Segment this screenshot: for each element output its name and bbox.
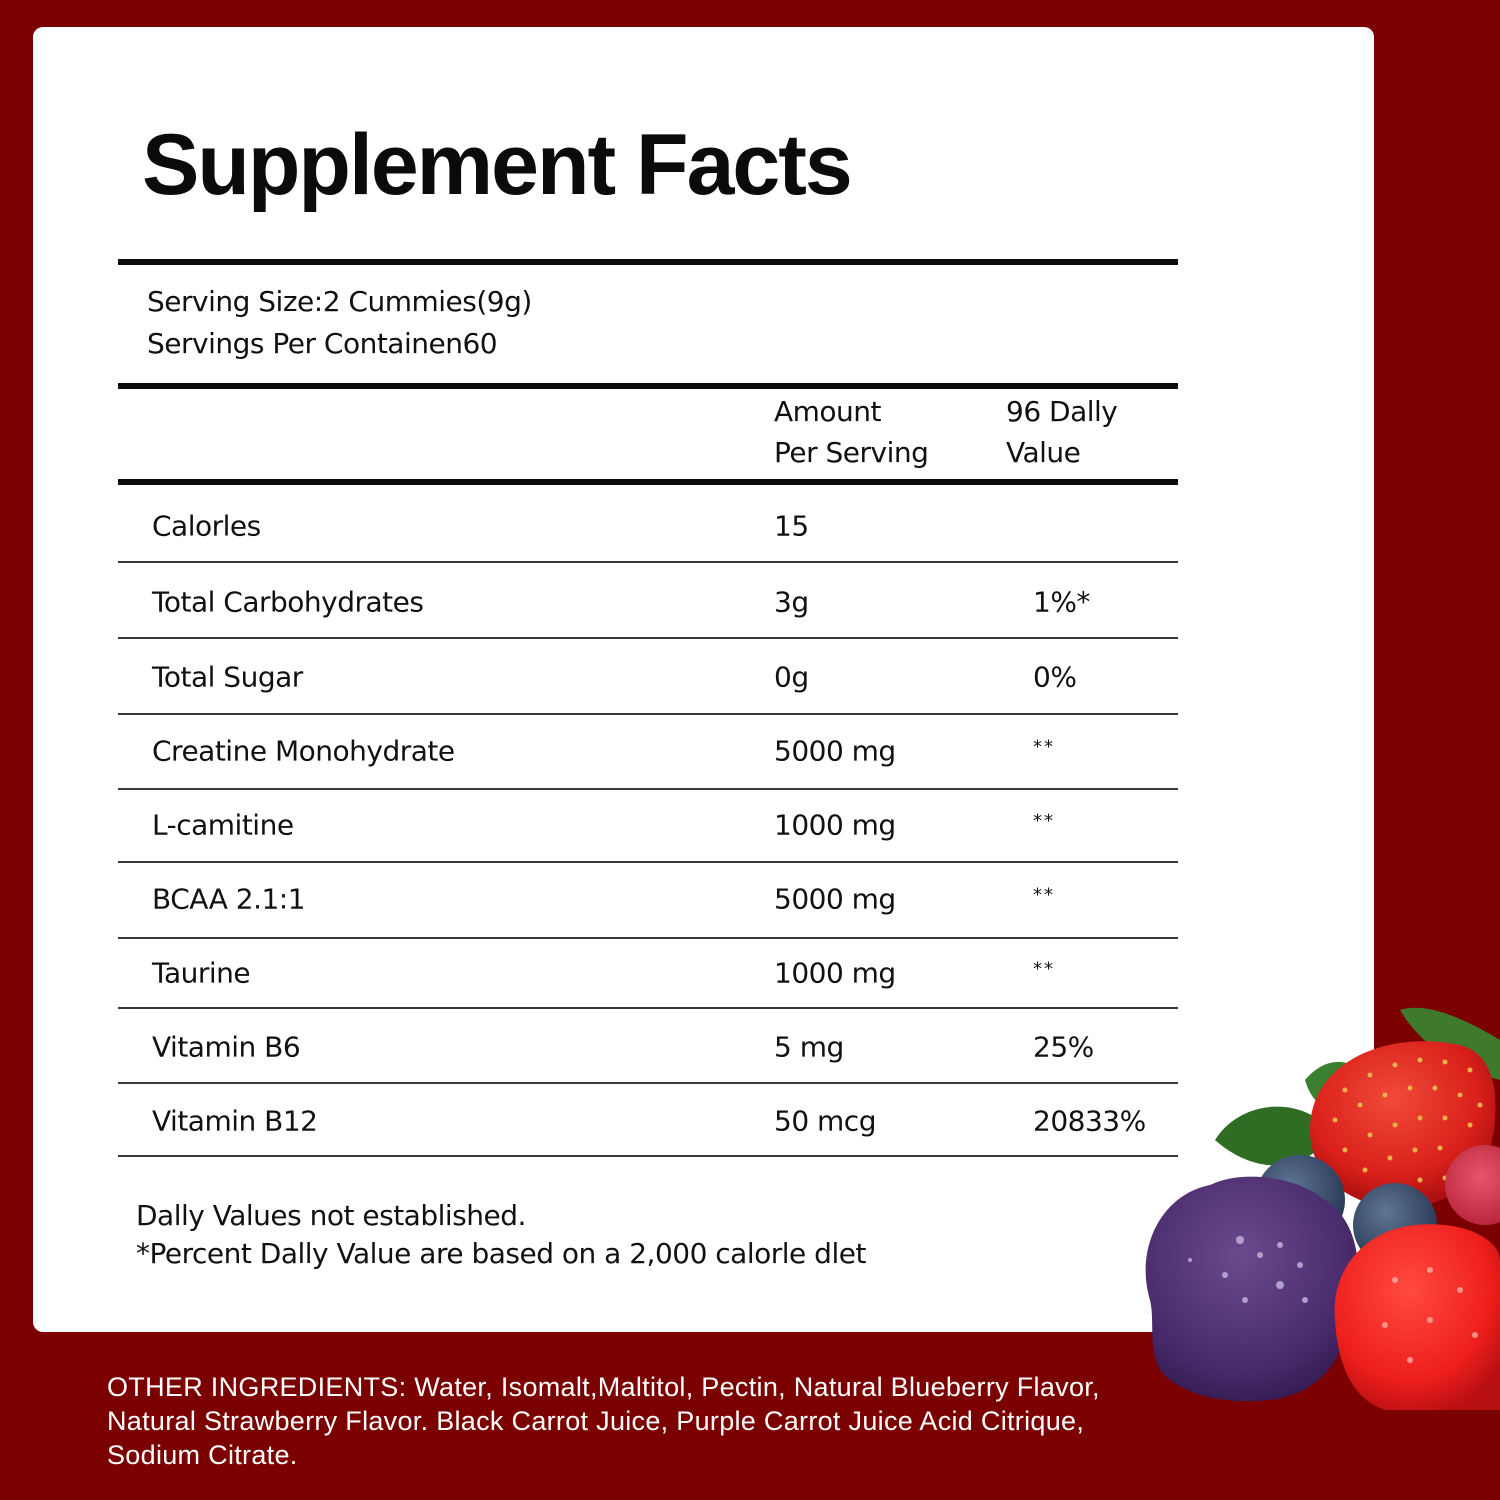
- nutrient-daily-value: 25%: [1033, 1030, 1094, 1064]
- nutrient-name: Creatine Monohydrate: [152, 734, 455, 768]
- red-gummy-icon: [1334, 1224, 1500, 1410]
- servings-per-container: Servings Per Containen60: [147, 327, 498, 360]
- row-divider: [118, 937, 1178, 939]
- nutrient-name: Taurine: [152, 956, 251, 990]
- nutrient-daily-value: **: [1033, 736, 1055, 758]
- table-row: L-camitine 1000 mg **: [118, 788, 1178, 862]
- gummies-berries-image: [1145, 1007, 1500, 1410]
- footnote-daily-values: Dally Values not established.: [136, 1199, 526, 1232]
- column-header-amount: Amount Per Serving: [774, 392, 929, 473]
- column-header-amount-line2: Per Serving: [774, 435, 929, 469]
- row-divider: [118, 1155, 1178, 1157]
- nutrient-name: L-camitine: [152, 808, 294, 842]
- nutrient-name: Total Sugar: [152, 660, 303, 694]
- nutrient-amount: 5000 mg: [774, 734, 896, 768]
- serving-size: Serving Size:2 Cummies(9g): [147, 285, 532, 318]
- row-divider: [118, 561, 1178, 563]
- nutrient-daily-value: 20833%: [1033, 1104, 1146, 1138]
- table-row: Vitamin B12 50 mcg 20833%: [118, 1084, 1178, 1158]
- nutrient-amount: 0g: [774, 660, 809, 694]
- nutrient-daily-value: **: [1033, 958, 1055, 980]
- nutrient-amount: 1000 mg: [774, 808, 896, 842]
- table-row: Total Sugar 0g 0%: [118, 640, 1178, 714]
- row-divider: [118, 788, 1178, 790]
- nutrient-amount: 15: [774, 509, 809, 543]
- nutrient-amount: 5000 mg: [774, 882, 896, 916]
- row-divider: [118, 861, 1178, 863]
- table-row: Taurine 1000 mg **: [118, 936, 1178, 1010]
- nutrient-amount: 50 mcg: [774, 1104, 876, 1138]
- supplement-facts-card: [33, 27, 1374, 1332]
- divider-thick: [118, 383, 1178, 389]
- nutrient-daily-value: **: [1033, 810, 1055, 832]
- table-row: Creatine Monohydrate 5000 mg **: [118, 714, 1178, 788]
- column-header-daily-value: 96 Dally Value: [1006, 392, 1118, 473]
- row-divider: [118, 1082, 1178, 1084]
- column-header-amount-line1: Amount: [774, 395, 882, 428]
- divider-thick: [118, 259, 1178, 265]
- raspberry-icon: [1445, 1145, 1500, 1225]
- nutrient-name: Calorles: [152, 509, 261, 543]
- footnote-percent-daily: *Percent Dally Value are based on a 2,00…: [136, 1237, 866, 1270]
- nutrient-amount: 3g: [774, 585, 809, 619]
- table-row: Total Carbohydrates 3g 1%*: [118, 565, 1178, 639]
- nutrient-amount: 1000 mg: [774, 956, 896, 990]
- row-divider: [118, 637, 1178, 639]
- other-ingredients: OTHER INGREDIENTS: Water, Isomalt,Maltit…: [107, 1372, 1100, 1470]
- page-title: Supplement Facts: [142, 117, 853, 213]
- table-row: BCAA 2.1:1 5000 mg **: [118, 862, 1178, 936]
- nutrient-amount: 5 mg: [774, 1030, 844, 1064]
- table-row: Calorles 15: [118, 489, 1178, 563]
- table-row: Vitamin B6 5 mg 25%: [118, 1010, 1178, 1084]
- row-divider: [118, 713, 1178, 715]
- column-header-dv-line2: Value: [1006, 435, 1081, 469]
- nutrient-daily-value: 0%: [1033, 660, 1077, 694]
- nutrient-name: BCAA 2.1:1: [152, 882, 306, 916]
- nutrient-name: Total Carbohydrates: [152, 585, 424, 619]
- nutrient-daily-value: **: [1033, 884, 1055, 906]
- column-header-dv-line1: 96 Dally: [1006, 395, 1118, 428]
- nutrient-daily-value: 1%*: [1033, 585, 1090, 619]
- purple-gummy-icon: [1145, 1176, 1359, 1402]
- strawberry-icon: [1310, 1041, 1496, 1208]
- nutrient-name: Vitamin B6: [152, 1030, 301, 1064]
- nutrient-name: Vitamin B12: [152, 1104, 318, 1138]
- divider-thick: [118, 479, 1178, 485]
- row-divider: [118, 1007, 1178, 1009]
